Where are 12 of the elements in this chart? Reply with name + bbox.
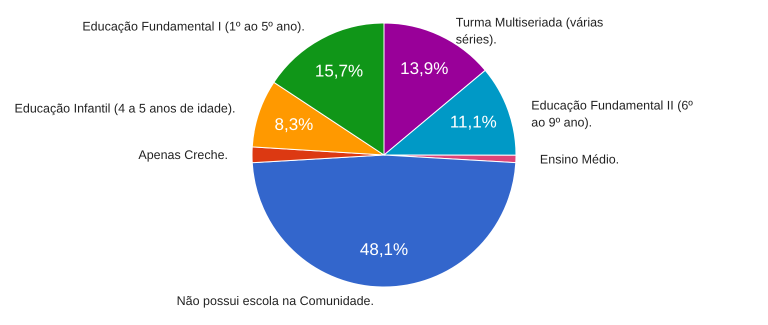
data-label: 11,1% — [450, 112, 497, 132]
data-label: 13,9% — [400, 58, 448, 78]
slice-label: Educação Fundamental II (6º ao 9º ano). — [531, 98, 694, 130]
slice-label: Turma Multiseriada (várias séries). — [456, 16, 604, 47]
slice-label: Educação Fundamental I (1º ao 5º ano). — [82, 19, 305, 34]
data-label: 48,1% — [360, 240, 408, 259]
slice-label: Ensino Médio. — [540, 152, 620, 166]
slice-label: Educação Infantil (4 a 5 anos de idade). — [14, 102, 236, 116]
slice-label: Não possui escola na Comunidade. — [176, 294, 374, 308]
data-label: 15,7% — [314, 61, 364, 80]
data-label: 8,3% — [274, 114, 314, 134]
slice-label: Apenas Creche. — [138, 148, 228, 162]
